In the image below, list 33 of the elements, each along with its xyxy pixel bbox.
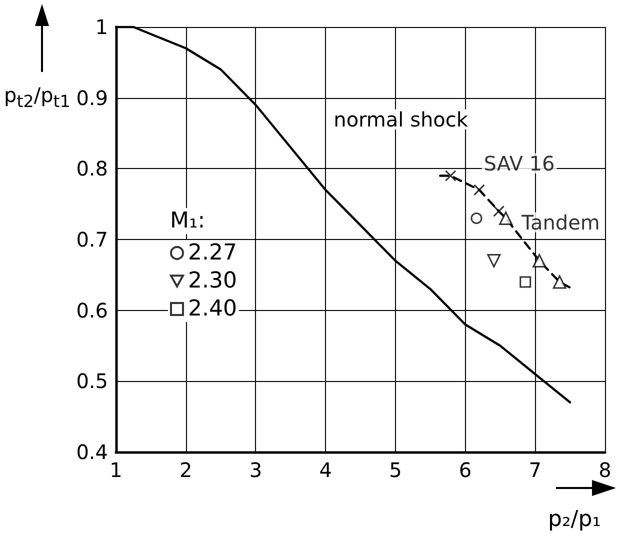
x-axis-title: p₂/p₁	[548, 507, 601, 532]
point	[444, 170, 456, 182]
x-tick-label: 5	[389, 458, 402, 482]
point	[552, 275, 566, 289]
x-tick-label: 6	[458, 458, 472, 482]
point	[470, 212, 482, 224]
y-tick-label: 0.4	[76, 440, 108, 464]
x-tick-label: 7	[528, 458, 542, 482]
y-axis-title: p$_{t2}$/p$_{t1}$	[4, 83, 70, 112]
text: normal shock	[334, 107, 468, 132]
series-label: SAV 16	[484, 151, 555, 176]
point	[493, 205, 505, 217]
x-tick-label: 3	[249, 458, 262, 482]
point	[520, 276, 532, 288]
point	[474, 184, 486, 196]
y-tick-label: 0.7	[76, 228, 108, 252]
legend-label: 2.40	[188, 296, 237, 322]
y-tick-label: 0.9	[76, 86, 108, 110]
x-tick-label: 4	[319, 458, 332, 482]
x-tick-label: 2	[179, 458, 192, 482]
y-tick-label: 0.5	[76, 369, 108, 394]
legend-label: 2.27	[188, 240, 237, 266]
point	[532, 254, 546, 268]
x-tick-label: 1	[110, 458, 122, 482]
point	[487, 254, 501, 268]
legend-title: M₁:	[170, 208, 206, 234]
legend-label: 2.30	[188, 268, 237, 294]
x-tick-label: 8	[598, 458, 612, 482]
point	[499, 212, 513, 225]
y-tick-label: 0.6	[76, 298, 108, 322]
series-label: Tandem	[520, 210, 600, 234]
y-tick-label: 0.8	[76, 156, 108, 181]
y-tick-label: 1	[95, 15, 108, 39]
